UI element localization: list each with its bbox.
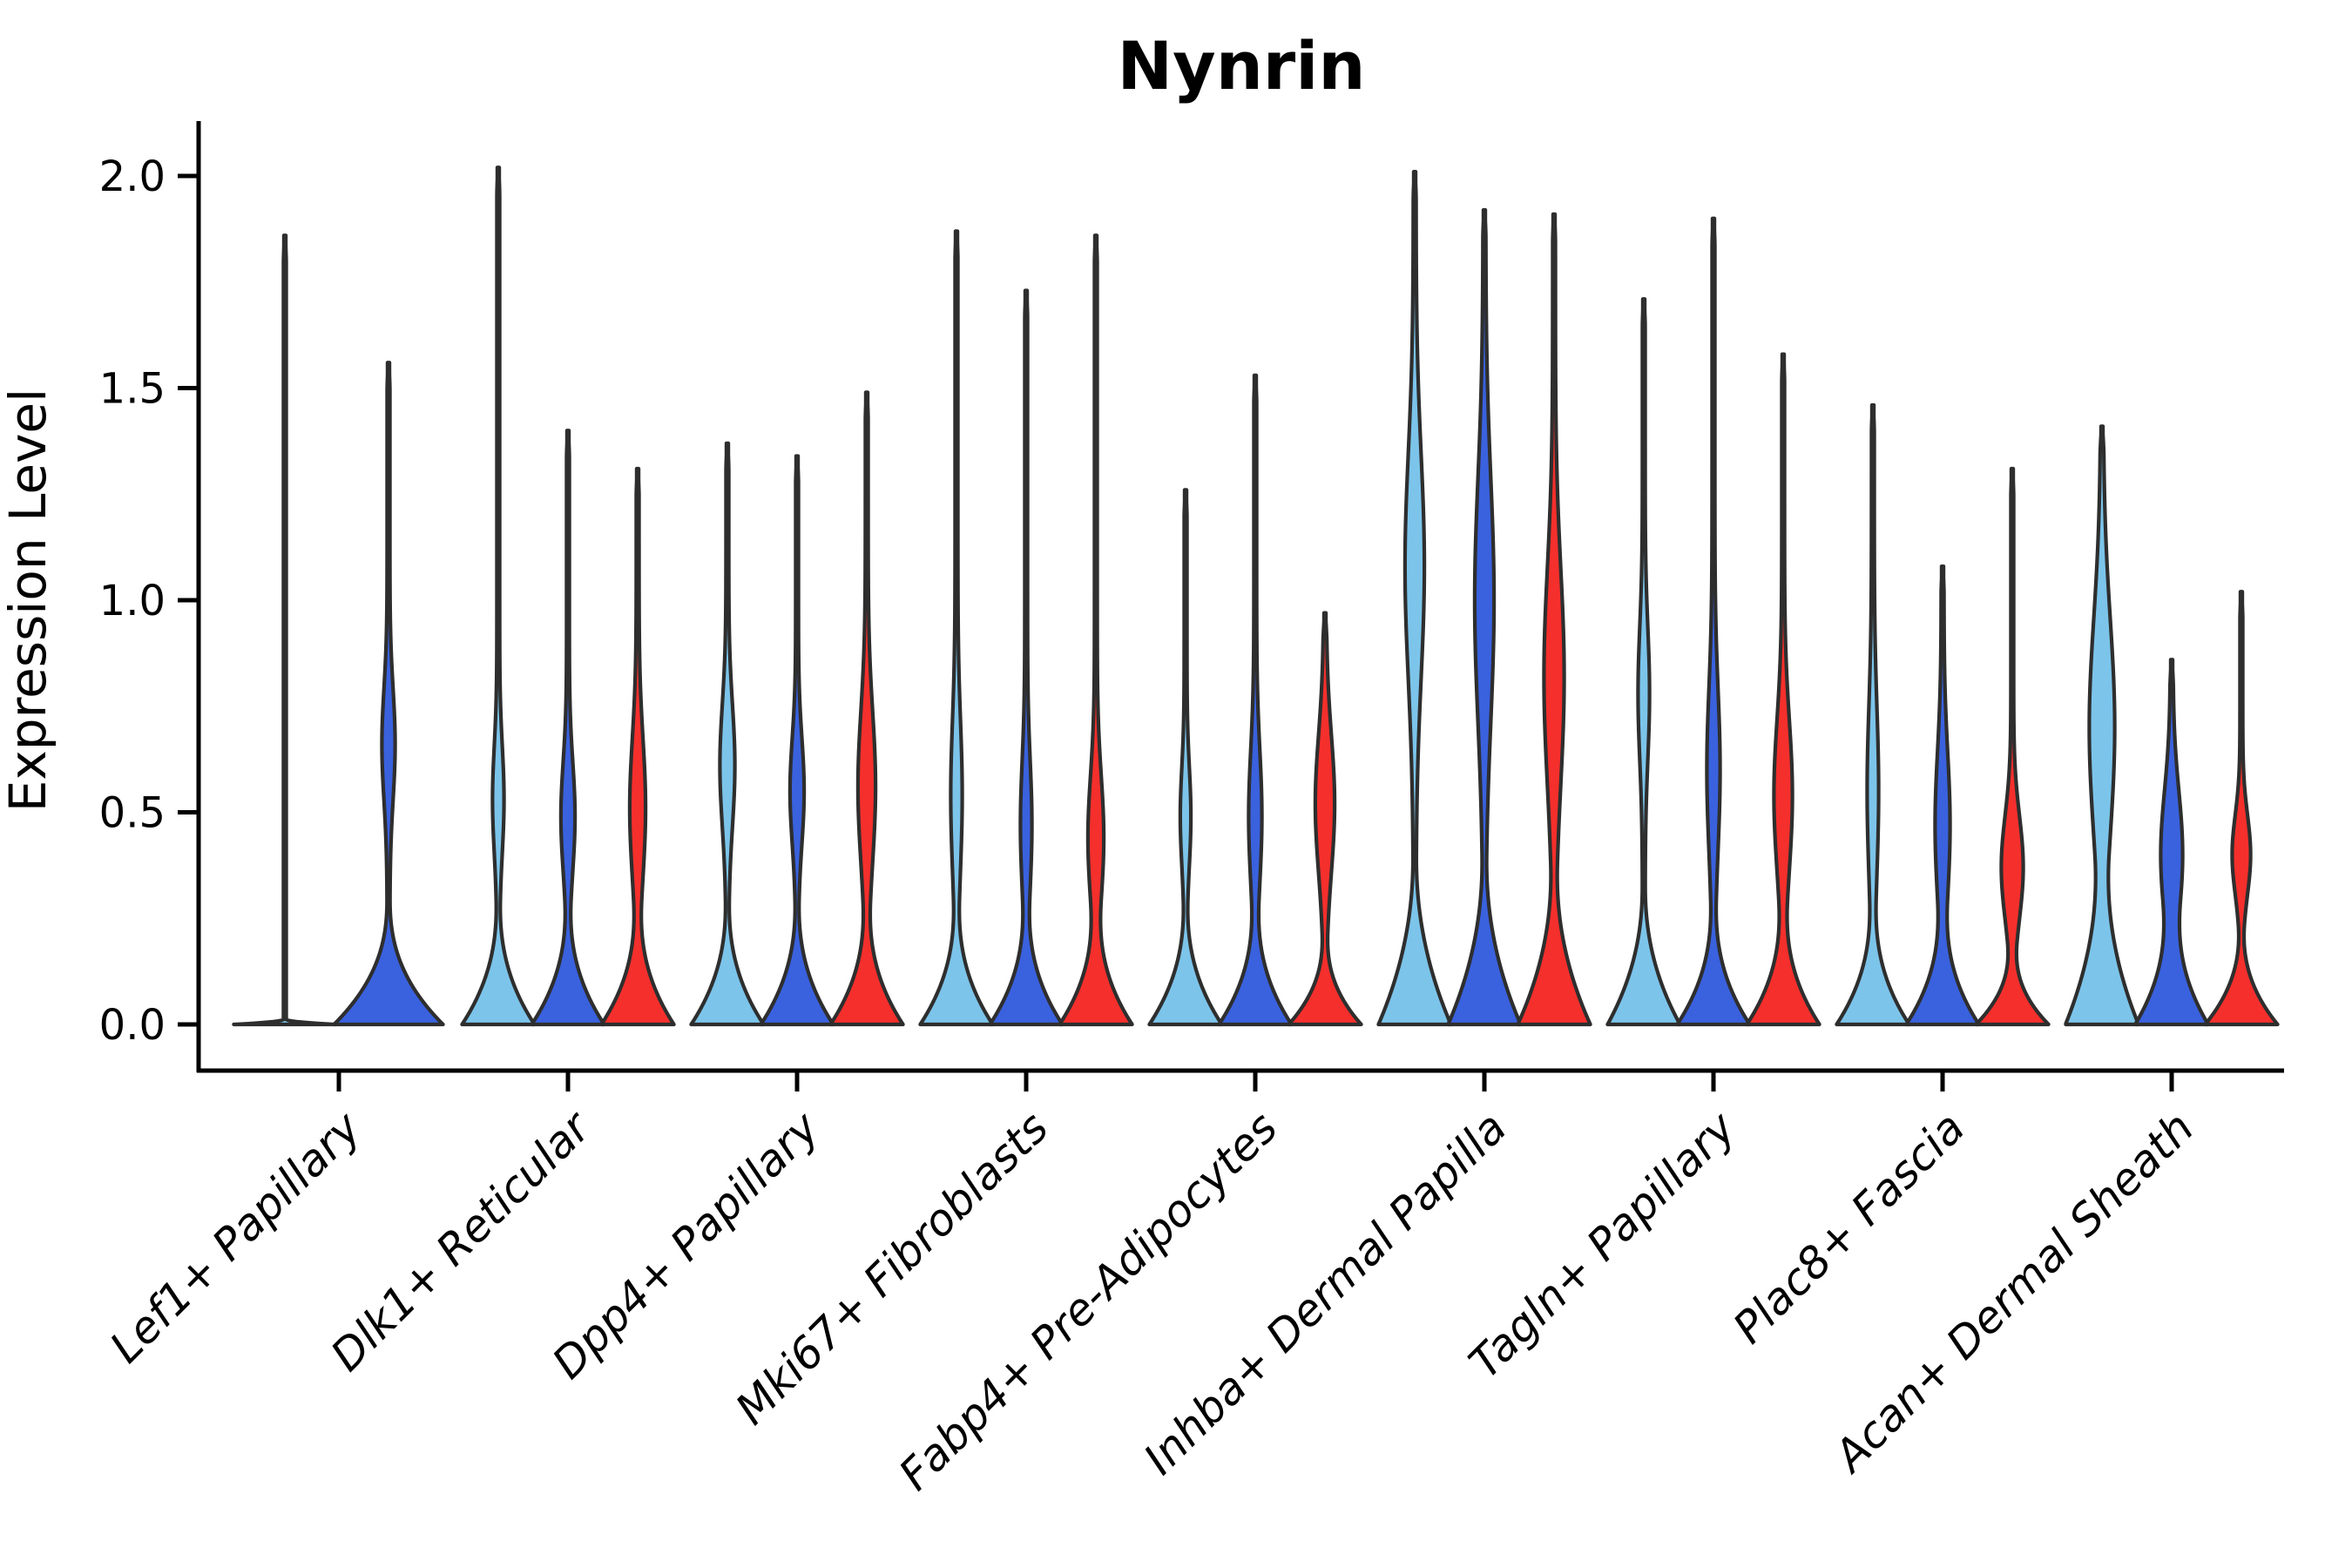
violin-light-blue-split-inhba-dermal-papilla (1376, 170, 1453, 1027)
y-tick-label: 1.5 (99, 365, 166, 414)
violin-light-blue-split-mki67-fibroblasts (918, 229, 995, 1027)
y-tick-label: 1.0 (99, 577, 166, 625)
violin-light-blue-split-acan-dermal-sheath (2064, 424, 2140, 1027)
violin-red-split-fabp4-pre-adipocytes (1287, 611, 1363, 1027)
violin-light-blue-split-lef1-papillary (232, 233, 338, 1027)
violin-blue-split-inhba-dermal-papilla (1446, 207, 1523, 1027)
violin-red-split-inhba-dermal-papilla (1516, 212, 1592, 1027)
x-tick-label: Fabp4+ Pre-Adipocytes (889, 1102, 1288, 1500)
y-tick-label: 0.5 (99, 789, 166, 838)
violin-blue-split-lef1-papillary (332, 361, 445, 1027)
violin-blue-split-tagln-papillary (1675, 216, 1752, 1027)
violin-red-split-dpp4-papillary (828, 390, 905, 1027)
x-tick-label: Inhba+ Dermal Papilla (1134, 1102, 1516, 1484)
violin-red-split-acan-dermal-sheath (2203, 590, 2280, 1027)
x-tick-label: Lef1+ Papillary (100, 1101, 371, 1372)
violin-light-blue-split-fabp4-pre-adipocytes (1147, 488, 1224, 1027)
violin-red-split-dlk1-reticular (599, 466, 676, 1027)
violin-blue-split-acan-dermal-sheath (2133, 658, 2210, 1027)
chart-title: Nynrin (1118, 27, 1366, 105)
violin-blue-split-mki67-fibroblasts (988, 288, 1064, 1027)
y-axis-label: Expression Level (0, 389, 57, 812)
y-tick-labels: 0.0 0.5 1.0 1.5 2.0 (99, 152, 166, 1050)
violin-light-blue-split-plac8-fascia (1835, 402, 1911, 1027)
y-tick-label: 2.0 (99, 152, 166, 201)
violin-red-split-plac8-fascia (1974, 466, 2051, 1027)
violin-light-blue-split-dpp4-papillary (689, 441, 766, 1027)
violin-blue-split-plac8-fascia (1904, 564, 1981, 1027)
y-tick-label: 0.0 (99, 1001, 166, 1050)
violin-red-split-tagln-papillary (1745, 352, 1821, 1027)
axes (178, 121, 2284, 1092)
x-tick-label: Acan+ Dermal Sheath (1823, 1102, 2204, 1483)
violin-blue-split-dlk1-reticular (530, 429, 606, 1027)
violin-blue-split-dpp4-papillary (759, 454, 835, 1027)
violin-light-blue-split-dlk1-reticular (460, 166, 537, 1027)
violin-blue-split-fabp4-pre-adipocytes (1217, 373, 1294, 1027)
x-tick-label: Plac8+ Fascia (1724, 1102, 1975, 1353)
violin-light-blue-split-tagln-papillary (1605, 297, 1682, 1027)
violin-red-split-mki67-fibroblasts (1058, 233, 1134, 1027)
violins-layer (232, 166, 2280, 1027)
